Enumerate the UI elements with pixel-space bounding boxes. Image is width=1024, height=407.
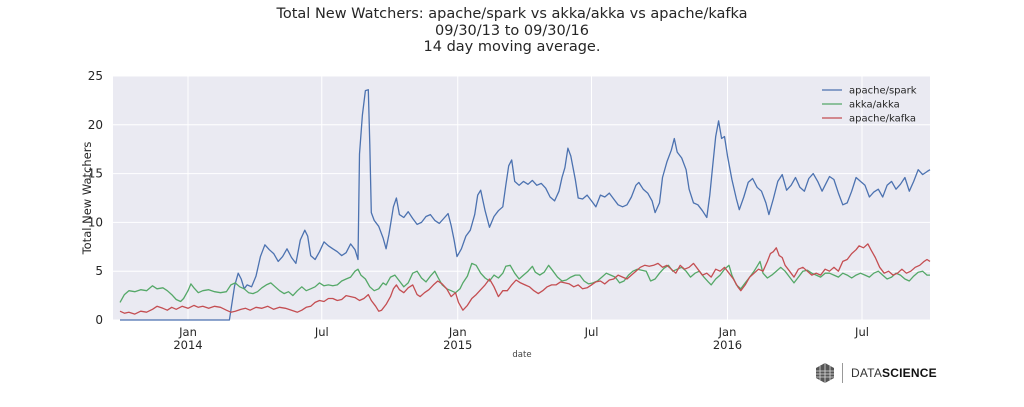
x-tick-year: 2016 <box>713 338 742 352</box>
logo-text: DATASCIENCE <box>851 366 937 380</box>
legend-label: apache/kafka <box>849 114 916 125</box>
legend-label: apache/spark <box>849 86 917 97</box>
chart-title-line-3: 14 day moving average. <box>423 39 601 55</box>
chart-title: Total New Watchers: apache/spark vs akka… <box>0 6 1024 56</box>
x-tick-year: 2015 <box>443 338 472 352</box>
y-tick-label: 20 <box>88 118 103 132</box>
x-tick-label: Jul <box>314 325 329 339</box>
x-tick-label: Jul <box>854 325 869 339</box>
x-tick-year: 2014 <box>173 338 202 352</box>
x-tick-label: Jan <box>178 325 197 339</box>
x-tick-label: Jan <box>448 325 467 339</box>
series-lines <box>119 89 931 321</box>
x-tick-label: Jul <box>584 325 599 339</box>
y-tick-label: 10 <box>88 215 103 229</box>
plot-area <box>113 76 930 320</box>
x-tick-label: Jan <box>718 325 737 339</box>
chart-title-line-1: Total New Watchers: apache/spark vs akka… <box>276 6 748 22</box>
logo-separator <box>842 363 843 383</box>
x-axis-label: date <box>512 350 531 360</box>
legend: apache/spark akka/akka apache/kafka <box>822 86 917 125</box>
legend-label: akka/akka <box>849 100 900 111</box>
cube-logo-icon <box>816 363 834 383</box>
gridlines <box>113 75 930 321</box>
chart-title-line-2: 09/30/13 to 09/30/16 <box>434 22 590 39</box>
series-line-apache-spark <box>120 89 931 321</box>
series-line-apache-kafka <box>119 243 931 315</box>
series-line-akka-akka <box>119 260 930 303</box>
y-axis-label: Total New Watchers <box>80 142 94 256</box>
y-tick-label: 25 <box>88 69 103 83</box>
y-tick-label: 15 <box>88 167 103 181</box>
y-tick-label: 0 <box>95 313 103 327</box>
y-axis-ticks: 0 5 10 15 20 25 <box>88 69 103 327</box>
datascience-logo: DATASCIENCE <box>814 362 937 384</box>
y-tick-label: 5 <box>95 264 103 278</box>
